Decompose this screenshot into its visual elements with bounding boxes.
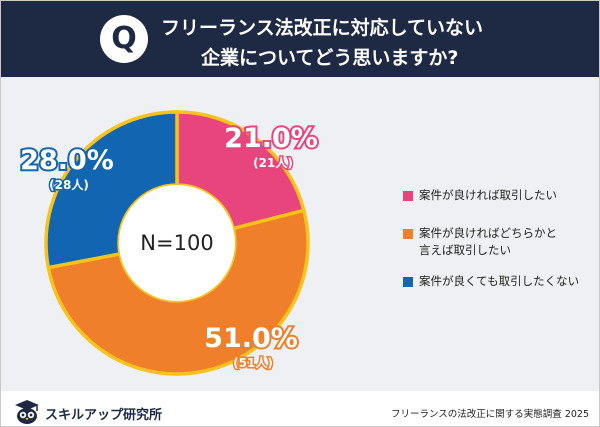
legend-label-1: 案件が良ければ取引したい: [419, 187, 557, 204]
slice-count-label-1: (21人): [253, 155, 293, 170]
donut-slices: [44, 110, 310, 376]
brand-name: スキルアップ研究所: [45, 408, 163, 423]
question-line-1: フリーランス法改正に対応していない: [161, 17, 484, 39]
legend-swatch-2: [403, 229, 413, 239]
donut-slice-3: [44, 110, 179, 270]
slice-labels: 21.0%(21人) 51.0%(51人) 28.0%(28人): [18, 121, 320, 372]
question-header: Q フリーランス法改正に対応していない 企業についてどう思いますか?: [1, 1, 599, 77]
legend-label-line: 案件が良ければ取引したい: [419, 188, 557, 202]
slice-count-label-2: (51人): [233, 355, 273, 370]
owl-logo-icon: [15, 400, 39, 424]
legend-label-2: 案件が良ければどちらかと 言えば取引したい: [419, 225, 557, 259]
footer: [1, 391, 599, 426]
slice-count-label-3: (28人): [49, 177, 89, 192]
slice-percent-label-2: 51.0%: [204, 323, 298, 354]
slice-percent-label-3: 28.0%: [20, 145, 114, 176]
q-badge: Q: [100, 15, 148, 63]
question-line-2: 企業についてどう思いますか?: [201, 47, 459, 69]
legend-swatch-3: [403, 277, 413, 287]
slice-percent-label-1: 21.0%: [224, 123, 318, 154]
legend-label-3: 案件が良くても取引したくない: [419, 273, 579, 290]
legend-label-line: 案件が良くても取引したくない: [419, 274, 580, 288]
donut-hole: [119, 185, 235, 301]
center-label: N=100: [140, 231, 213, 255]
footer-caption: フリーランスの法改正に関する実態調査 2025: [390, 409, 589, 420]
legend-swatch-1: [403, 191, 413, 201]
legend-label-line: 言えば取引したい: [419, 243, 511, 257]
donut-chart: N=100 21.0%(21人) 51.0%(51人) 28.0%(28人): [18, 110, 320, 376]
legend-label-line: 案件が良ければどちらかと: [419, 226, 557, 240]
